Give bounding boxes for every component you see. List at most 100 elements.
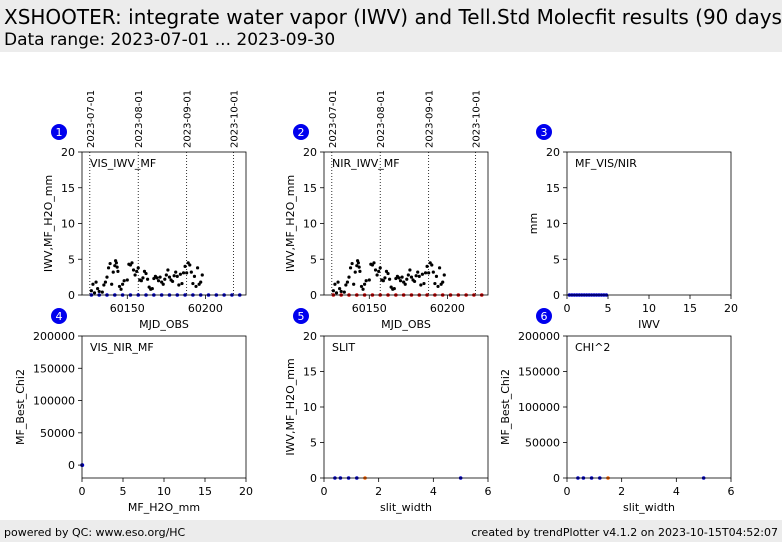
data-point (350, 261, 354, 266)
y-tick-label: 0 (310, 472, 317, 485)
data-point (156, 279, 161, 283)
panel-number: 6 (541, 310, 548, 323)
data-point (403, 282, 407, 286)
data-point (338, 286, 342, 291)
data-point (144, 271, 148, 276)
date-marker-label: 2023-08-01 (134, 90, 145, 148)
plot-frame (323, 151, 489, 296)
data-point (348, 266, 353, 270)
data-point (96, 286, 100, 291)
data-point (199, 280, 203, 284)
x-tick-label: 60150 (352, 302, 387, 315)
data-point (185, 271, 189, 275)
data-point (172, 274, 176, 278)
x-tick-label: 60150 (110, 302, 145, 315)
data-point (420, 272, 424, 276)
data-point (397, 276, 401, 280)
panel-number-badge (51, 124, 67, 140)
data-point (375, 273, 379, 277)
y-tick-label: 0 (68, 459, 75, 472)
data-point (383, 276, 387, 280)
x-tick-label: 20 (239, 485, 253, 498)
data-point (163, 277, 167, 281)
y-tick-label: 20 (303, 330, 317, 343)
x-tick-label: 5 (120, 485, 127, 498)
panel-number-badge (293, 308, 309, 324)
data-point (178, 272, 182, 276)
panel-label: SLIT (332, 341, 355, 354)
x-tick-label: 10 (642, 302, 656, 315)
data-point (436, 284, 440, 289)
data-point (166, 268, 170, 272)
data-point (423, 271, 428, 275)
data-point (113, 264, 117, 268)
data-point (136, 266, 140, 270)
data-point (386, 271, 390, 276)
panel-label: VIS_NIR_MF (90, 341, 154, 354)
data-point (353, 270, 357, 274)
panel-number: 1 (56, 126, 63, 139)
data-point (110, 282, 114, 286)
data-point (141, 276, 145, 280)
y-tick-label: 5 (68, 253, 75, 266)
data-point (427, 271, 431, 275)
data-point (183, 264, 187, 268)
data-point (359, 284, 364, 289)
data-point (367, 278, 371, 282)
y-axis-label: MF_Best_Chi2 (14, 369, 27, 445)
data-point (431, 270, 435, 274)
data-point (361, 287, 365, 291)
y-tick-label: 0 (68, 289, 75, 302)
plot-frame (81, 335, 247, 479)
data-point (417, 274, 421, 279)
data-point (161, 282, 165, 286)
y-tick-label: 0 (553, 289, 560, 302)
footer-generator: created by trendPlotter v4.1.2 on 2023-1… (471, 526, 778, 539)
y-tick-label: 20 (61, 146, 75, 159)
panel-number-badge (51, 308, 67, 324)
data-point (334, 291, 339, 295)
data-point (174, 270, 178, 274)
data-point (111, 270, 115, 274)
data-point (122, 279, 126, 283)
data-point (357, 265, 361, 269)
y-tick-label: 5 (310, 437, 317, 450)
x-tick-label: 0 (79, 485, 86, 498)
data-point (103, 280, 108, 284)
panel-number-badge (536, 124, 552, 140)
x-axis-label: slit_width (380, 501, 432, 514)
x-tick-label: 60200 (188, 302, 223, 315)
panel-label: MF_VIS/NIR (575, 157, 637, 170)
data-point (131, 268, 136, 272)
data-point (412, 279, 417, 284)
panel-number: 4 (56, 310, 63, 323)
header-bar: XSHOOTER: integrate water vapor (IWV) an… (0, 0, 782, 52)
footer-bar: powered by QC: www.eso.org/HC created by… (0, 520, 782, 542)
data-point (442, 273, 446, 277)
data-point (80, 463, 85, 467)
data-point (150, 286, 154, 291)
data-point (194, 284, 198, 289)
y-tick-label: 0 (310, 289, 317, 302)
chart-panel-3: 3 0 5 10 15 20 0 5 10 15 20 MF_VIS/NIR IWV mm (527, 124, 738, 331)
page-title: XSHOOTER: integrate water vapor (IWV) an… (4, 5, 782, 29)
panel-number-badge (536, 308, 552, 324)
y-tick-label: 5 (310, 253, 317, 266)
data-point (425, 264, 429, 268)
panel-number-badge (293, 124, 309, 140)
data-point (200, 273, 204, 277)
plot-frame (323, 335, 489, 479)
data-point (373, 268, 378, 272)
plot-frame (81, 151, 247, 296)
footer-credit: powered by QC: www.eso.org/HC (4, 526, 186, 539)
plot-frame (566, 335, 732, 479)
data-point (372, 261, 376, 265)
x-tick-label: 0 (564, 485, 571, 498)
panel-label: CHI^2 (575, 341, 610, 354)
y-tick-label: 10 (61, 218, 75, 231)
x-axis-label: MF_H2O_mm (128, 501, 200, 514)
data-point (388, 277, 392, 281)
data-point (97, 289, 101, 294)
y-tick-label: 50000 (525, 437, 560, 450)
data-point (195, 266, 200, 270)
